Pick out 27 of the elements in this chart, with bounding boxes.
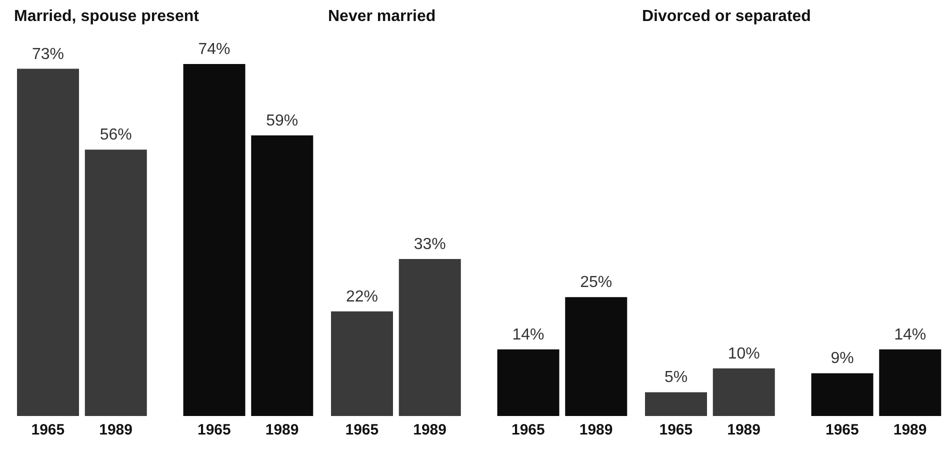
data-label: 14% [512, 326, 544, 344]
data-label: 10% [728, 345, 760, 362]
x-tick-label: 1989 [727, 422, 760, 439]
x-tick-label: 1965 [826, 422, 859, 439]
data-label: 73% [32, 46, 64, 63]
data-label: 5% [664, 369, 688, 386]
x-tick-label: 1965 [31, 422, 65, 439]
x-tick-label: 1965 [659, 422, 693, 439]
chart-title: Divorced or separated [642, 8, 811, 26]
x-tick-label: 1989 [579, 422, 613, 439]
x-tick-label: 1965 [345, 422, 379, 439]
data-label: 59% [266, 112, 298, 130]
data-label: 56% [100, 126, 132, 144]
data-label: 25% [580, 274, 612, 292]
x-tick-label: 1989 [893, 422, 927, 439]
data-label: 22% [346, 288, 378, 306]
x-tick-label: 1965 [512, 422, 545, 439]
data-label: 14% [894, 326, 926, 344]
chart-title: Married, spouse present [14, 8, 199, 26]
x-tick-label: 1989 [265, 422, 299, 439]
x-tick-label: 1965 [198, 422, 231, 439]
data-label: 33% [414, 236, 446, 254]
data-label: 74% [198, 41, 230, 58]
x-tick-label: 1989 [413, 422, 446, 439]
data-label: 9% [830, 350, 854, 368]
chart-title: Never married [328, 8, 436, 26]
x-tick-label: 1989 [99, 422, 132, 439]
